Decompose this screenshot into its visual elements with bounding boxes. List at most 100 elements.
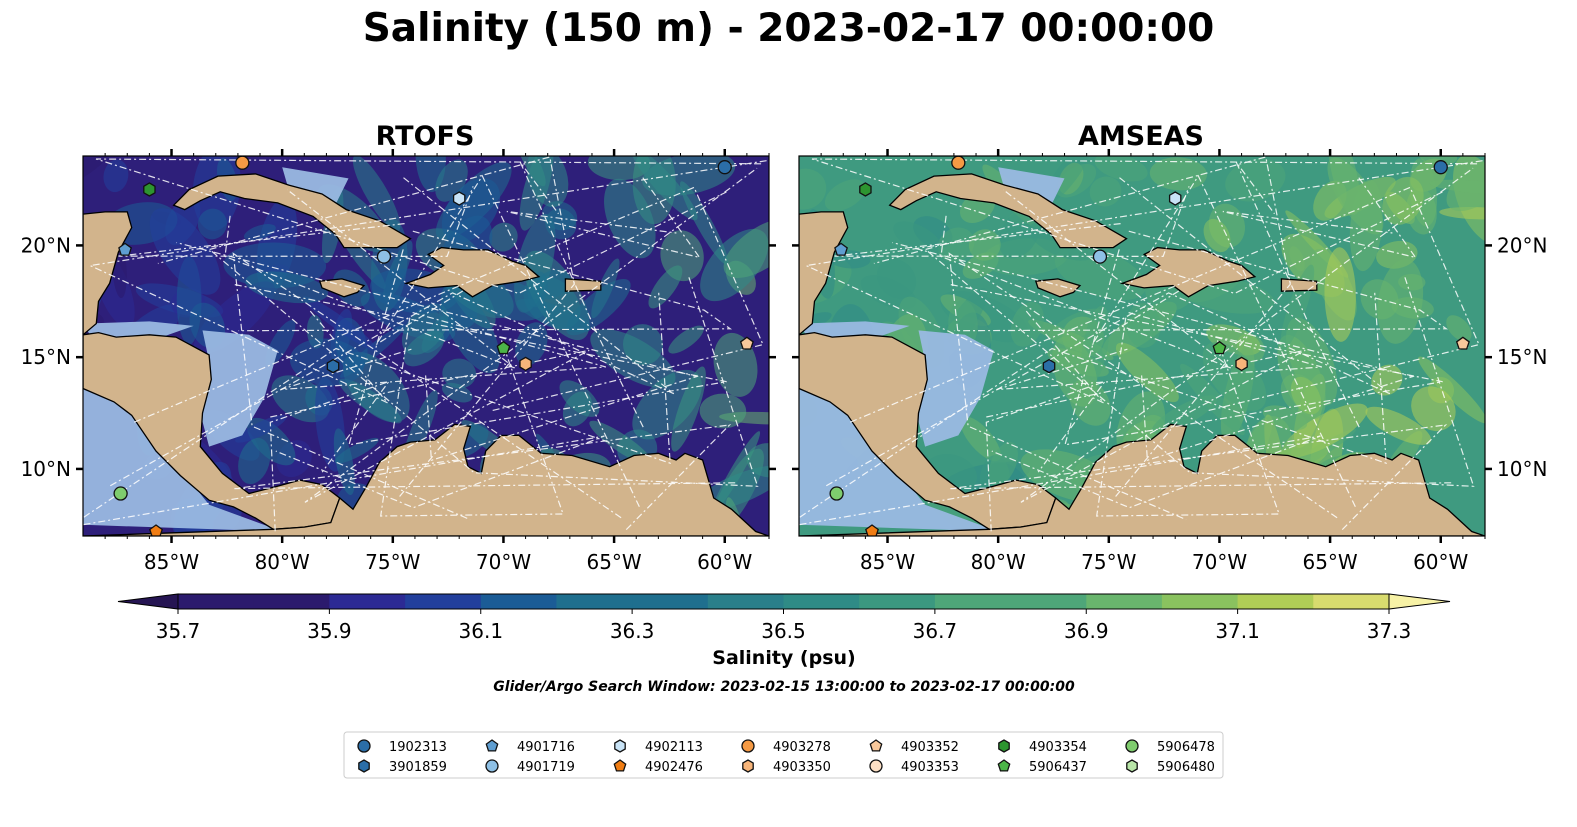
float-marker-4901719: [376, 249, 392, 264]
eez-boundary: [118, 186, 474, 258]
eez-boundary: [95, 158, 762, 295]
float-marker-5906478: [829, 486, 844, 501]
land-yucatan: [83, 211, 133, 336]
legend-label-4903352: 4903352: [901, 740, 959, 755]
salinity-patch: [1429, 179, 1485, 196]
salinity-patch: [824, 179, 866, 211]
panel-title-rtofs: RTOFS: [375, 121, 475, 152]
colorbar-segment: [783, 594, 860, 609]
eez-boundary: [996, 312, 1322, 391]
colorbar-tick-label: 35.7: [156, 619, 201, 643]
panel-title-amseas: AMSEAS: [1078, 121, 1204, 152]
eez-boundary: [985, 380, 1107, 532]
eez-boundary: [269, 380, 391, 532]
colorbar-segment: [329, 594, 406, 609]
float-marker-4903278: [951, 156, 966, 170]
land-yucatan: [799, 211, 849, 336]
eez-boundary: [950, 249, 1443, 446]
salinity-patch: [401, 303, 449, 355]
float-marker-5906437: [496, 340, 511, 355]
legend-marker-5906478: [1125, 739, 1139, 753]
salinity-patch: [1052, 336, 1098, 407]
eez-boundary: [232, 252, 622, 521]
salinity-patch: [243, 224, 276, 241]
salinity-patch: [695, 465, 769, 511]
salinity-patch: [632, 369, 702, 440]
salinity-patch: [235, 414, 287, 443]
eez-boundary: [1222, 177, 1417, 259]
colorbar-tick-label: 37.1: [1215, 619, 1260, 643]
salinity-patch: [799, 168, 827, 210]
legend-label-4901716: 4901716: [517, 740, 575, 755]
map-panel-amseas: 85°W 80°W 75°W 70°W 65°W 60°W 20°N 15°N 10°N: [792, 149, 1547, 574]
float-marker-4903350: [519, 356, 532, 372]
y-tick-label: 15°N: [21, 345, 71, 369]
eez-boundary: [1096, 317, 1280, 517]
colorbar-segment: [1313, 594, 1390, 609]
eez-boundary: [234, 249, 727, 446]
colorbar-tick-label: 36.5: [761, 619, 806, 643]
eez-boundary: [83, 435, 605, 526]
salinity-patch: [1290, 376, 1322, 415]
colorbar-segment: [253, 594, 330, 609]
float-marker-4902113: [1168, 191, 1182, 206]
salinity-patch: [1010, 301, 1044, 347]
colorbar-segment: [1010, 594, 1087, 609]
y-tick-label: 20°N: [1497, 233, 1547, 257]
eez-boundary: [1091, 174, 1357, 508]
legend-label-5906478: 5906478: [1157, 740, 1215, 755]
y-tick-label: 20°N: [21, 233, 71, 257]
y-tick-label: 10°N: [1497, 457, 1547, 481]
salinity-patch: [1365, 406, 1432, 445]
x-tick-label: 85°W: [860, 550, 915, 574]
colorbar-segment: [934, 594, 1012, 609]
eez-boundary: [925, 248, 1475, 487]
salinity-patch: [352, 156, 401, 232]
float-legend: 1902313 3901859 4901716 4901719 4902113 49024…: [343, 731, 1224, 779]
salinity-patch: [1094, 156, 1148, 182]
colorbar-tick-label: 36.9: [1064, 619, 1109, 643]
colorbar-segment: [859, 594, 936, 609]
x-tick-label: 70°W: [476, 550, 531, 574]
float-marker-4903354: [143, 182, 156, 197]
land-puertoRico: [1280, 278, 1318, 292]
legend-label-4903353: 4903353: [901, 760, 959, 775]
salinity-patch: [562, 391, 592, 427]
float-marker-4903350: [1235, 356, 1248, 372]
salinity-patch: [671, 366, 706, 452]
salinity-patch: [1203, 218, 1231, 253]
salinity-patch: [245, 271, 328, 304]
salinity-patch: [1377, 258, 1424, 344]
float-marker-5906478: [113, 486, 128, 501]
shelf-area: [799, 384, 999, 532]
eez-boundary: [506, 177, 701, 259]
x-tick-label: 65°W: [586, 550, 641, 574]
salinity-patch: [1327, 157, 1384, 235]
x-tick-label: 85°W: [144, 550, 199, 574]
colorbar-over-arrow: [1388, 593, 1451, 610]
float-marker-1902313: [717, 160, 732, 175]
eez-boundary: [176, 242, 699, 462]
legend-marker-4902113: [614, 739, 626, 753]
eez-boundary: [280, 312, 606, 391]
x-tick-label: 60°W: [697, 550, 752, 574]
salinity-patch: [519, 156, 554, 231]
legend-marker-1902313: [357, 739, 371, 753]
legend-marker-4903278: [741, 739, 755, 753]
salinity-patch: [1149, 157, 1207, 191]
eez-boundary: [892, 242, 1415, 462]
y-tick-label: 10°N: [21, 457, 71, 481]
legend-marker-4901716: [485, 739, 499, 752]
x-tick-label: 80°W: [971, 550, 1026, 574]
colorbar-segment: [632, 594, 709, 609]
map-frame: [82, 155, 770, 537]
figure-title: Salinity (150 m) - 2023-02-17 00:00:00: [362, 6, 1215, 51]
salinity-patch: [604, 178, 656, 259]
eez-boundary: [380, 317, 564, 517]
x-tick-label: 65°W: [1302, 550, 1357, 574]
colorbar-under-arrow: [117, 593, 179, 610]
eez-boundary: [209, 248, 759, 487]
salinity-patch: [334, 437, 379, 464]
legend-label-3901859: 3901859: [389, 760, 447, 775]
salinity-patch: [515, 322, 548, 366]
